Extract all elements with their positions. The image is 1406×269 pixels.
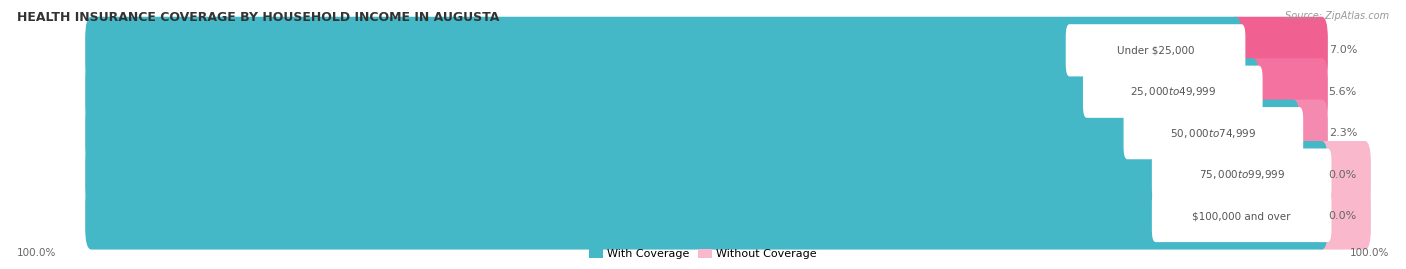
Text: HEALTH INSURANCE COVERAGE BY HOUSEHOLD INCOME IN AUGUSTA: HEALTH INSURANCE COVERAGE BY HOUSEHOLD I… xyxy=(17,11,499,24)
FancyBboxPatch shape xyxy=(87,78,1326,106)
FancyBboxPatch shape xyxy=(87,202,1326,230)
FancyBboxPatch shape xyxy=(1316,182,1371,250)
Text: $50,000 to $74,999: $50,000 to $74,999 xyxy=(1170,127,1257,140)
Text: 94.4%: 94.4% xyxy=(32,87,70,97)
FancyBboxPatch shape xyxy=(1066,24,1246,76)
FancyBboxPatch shape xyxy=(86,141,1327,208)
Text: 2.3%: 2.3% xyxy=(1329,128,1357,138)
Text: Under $25,000: Under $25,000 xyxy=(1116,45,1194,55)
FancyBboxPatch shape xyxy=(87,119,1326,147)
FancyBboxPatch shape xyxy=(1229,17,1327,84)
Text: 100.0%: 100.0% xyxy=(32,211,77,221)
FancyBboxPatch shape xyxy=(86,35,1327,66)
Text: $75,000 to $99,999: $75,000 to $99,999 xyxy=(1198,168,1285,181)
Text: Source: ZipAtlas.com: Source: ZipAtlas.com xyxy=(1285,11,1389,21)
Text: 100.0%: 100.0% xyxy=(32,169,77,180)
Text: 100.0%: 100.0% xyxy=(1350,248,1389,258)
Text: 93.0%: 93.0% xyxy=(32,45,70,55)
FancyBboxPatch shape xyxy=(87,36,1326,64)
Text: 100.0%: 100.0% xyxy=(17,248,56,258)
FancyBboxPatch shape xyxy=(86,159,1327,190)
Text: 5.6%: 5.6% xyxy=(1329,87,1357,97)
Text: $25,000 to $49,999: $25,000 to $49,999 xyxy=(1129,85,1216,98)
Text: 0.0%: 0.0% xyxy=(1329,211,1357,221)
FancyBboxPatch shape xyxy=(86,182,1327,250)
FancyBboxPatch shape xyxy=(86,58,1258,125)
FancyBboxPatch shape xyxy=(1288,100,1327,167)
Text: 97.7%: 97.7% xyxy=(32,128,70,138)
FancyBboxPatch shape xyxy=(1316,141,1371,208)
Text: 7.0%: 7.0% xyxy=(1329,45,1357,55)
FancyBboxPatch shape xyxy=(86,118,1327,148)
FancyBboxPatch shape xyxy=(87,161,1326,189)
FancyBboxPatch shape xyxy=(86,17,1241,84)
FancyBboxPatch shape xyxy=(86,76,1327,107)
FancyBboxPatch shape xyxy=(1083,66,1263,118)
Legend: With Coverage, Without Coverage: With Coverage, Without Coverage xyxy=(585,244,821,263)
FancyBboxPatch shape xyxy=(1152,148,1331,201)
FancyBboxPatch shape xyxy=(1247,58,1327,125)
FancyBboxPatch shape xyxy=(1152,190,1331,242)
FancyBboxPatch shape xyxy=(86,201,1327,231)
Text: $100,000 and over: $100,000 and over xyxy=(1192,211,1291,221)
Text: 0.0%: 0.0% xyxy=(1329,169,1357,180)
FancyBboxPatch shape xyxy=(1123,107,1303,159)
FancyBboxPatch shape xyxy=(86,100,1299,167)
